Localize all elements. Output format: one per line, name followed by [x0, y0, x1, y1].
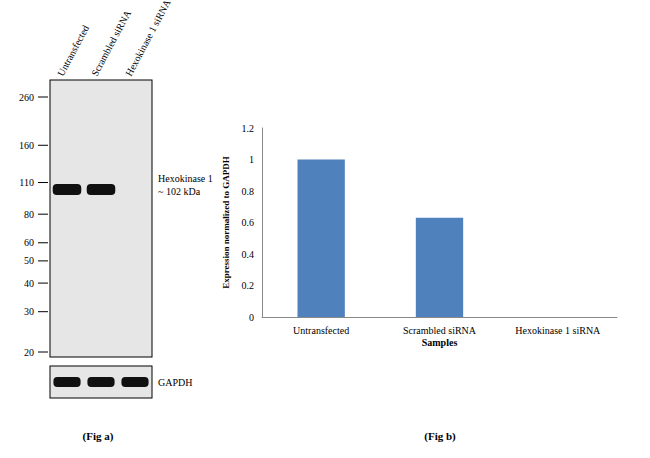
- svg-text:Samples: Samples: [422, 337, 458, 348]
- svg-text:Scrambled siRNA: Scrambled siRNA: [89, 8, 133, 78]
- svg-text:40: 40: [24, 278, 34, 289]
- svg-text:1.2: 1.2: [242, 123, 255, 134]
- svg-text:(Fig b): (Fig b): [424, 430, 456, 443]
- svg-text:~ 102 kDa: ~ 102 kDa: [158, 186, 201, 197]
- svg-text:110: 110: [19, 177, 34, 188]
- svg-text:160: 160: [19, 140, 34, 151]
- svg-text:30: 30: [24, 306, 34, 317]
- svg-text:1: 1: [249, 154, 254, 165]
- svg-text:Hexokinase 1 siRNA: Hexokinase 1 siRNA: [123, 0, 173, 78]
- svg-text:Hexokinase 1: Hexokinase 1: [158, 173, 213, 184]
- svg-text:GAPDH: GAPDH: [158, 377, 192, 388]
- svg-text:Untransfected: Untransfected: [293, 325, 349, 336]
- svg-text:60: 60: [24, 237, 34, 248]
- svg-text:Hexokinase 1 siRNA: Hexokinase 1 siRNA: [515, 325, 601, 336]
- svg-text:0.6: 0.6: [242, 217, 255, 228]
- svg-text:0.2: 0.2: [242, 280, 255, 291]
- svg-text:20: 20: [24, 347, 34, 358]
- svg-text:260: 260: [19, 92, 34, 103]
- svg-text:0.4: 0.4: [242, 249, 255, 260]
- svg-text:50: 50: [24, 255, 34, 266]
- svg-text:Scrambled siRNA: Scrambled siRNA: [403, 325, 477, 336]
- svg-text:Expression normalized to GAPDH: Expression normalized to GAPDH: [221, 156, 231, 289]
- svg-text:0.8: 0.8: [242, 186, 255, 197]
- svg-text:Untransfected: Untransfected: [55, 23, 91, 78]
- svg-text:80: 80: [24, 209, 34, 220]
- svg-text:(Fig a): (Fig a): [83, 430, 114, 443]
- svg-text:0: 0: [249, 312, 254, 323]
